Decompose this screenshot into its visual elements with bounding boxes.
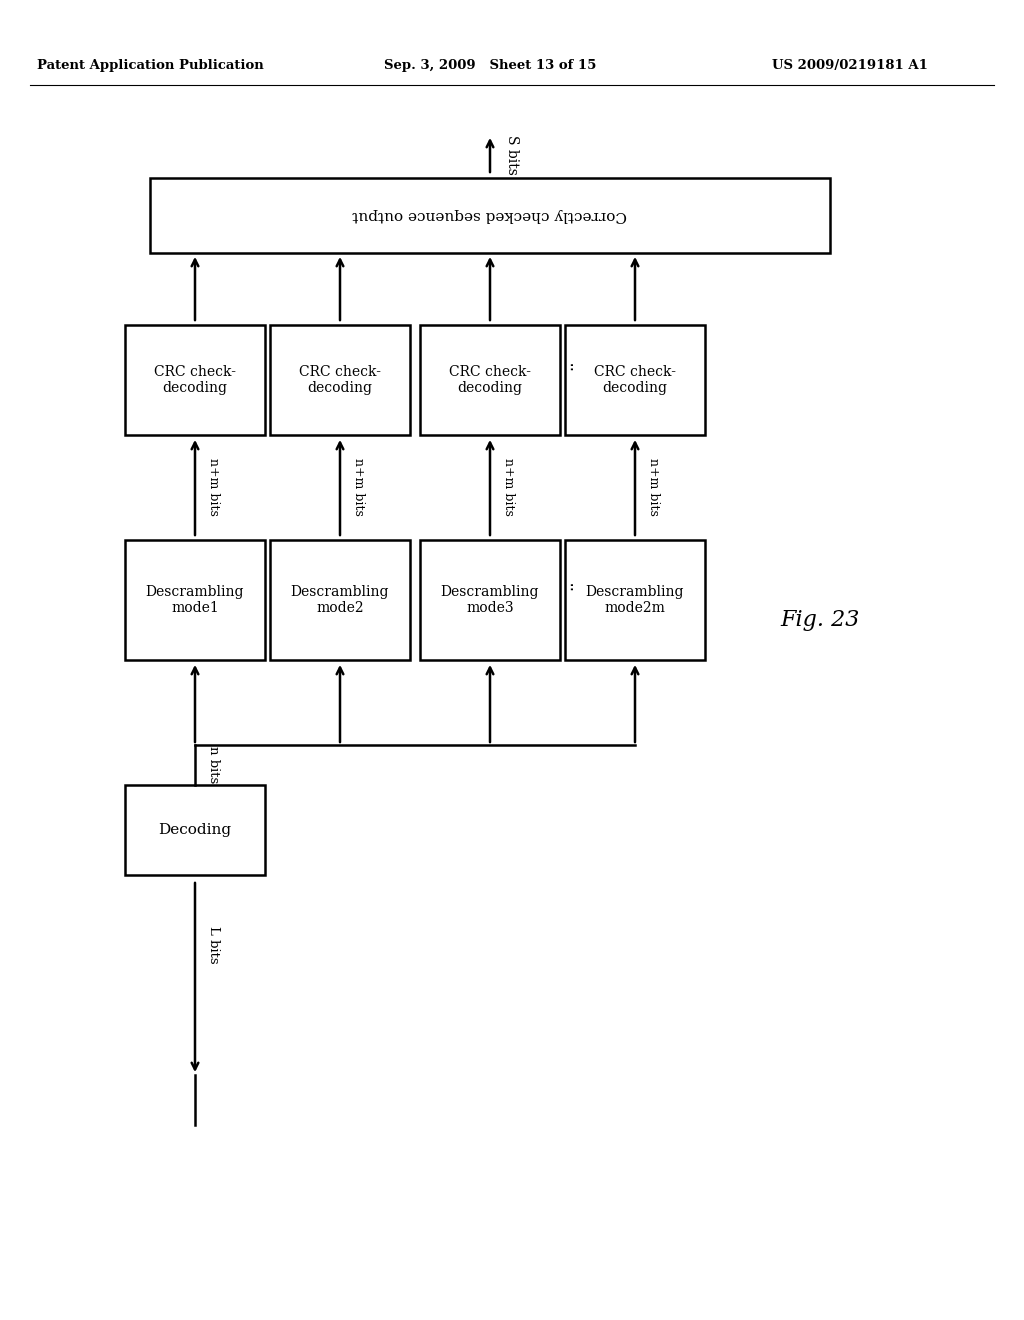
Text: CRC check-
decoding: CRC check- decoding bbox=[594, 364, 676, 395]
Text: S bits: S bits bbox=[505, 135, 519, 176]
Bar bbox=[125, 540, 265, 660]
Text: ..: .. bbox=[558, 360, 575, 370]
Text: Descrambling
mode3: Descrambling mode3 bbox=[440, 585, 540, 615]
Bar bbox=[270, 540, 410, 660]
Text: Descrambling
mode2: Descrambling mode2 bbox=[291, 585, 389, 615]
Text: n bits: n bits bbox=[207, 746, 220, 784]
Bar bbox=[565, 325, 705, 436]
Text: CRC check-
decoding: CRC check- decoding bbox=[154, 364, 236, 395]
Bar bbox=[125, 325, 265, 436]
Text: L bits: L bits bbox=[207, 927, 220, 964]
Bar bbox=[125, 785, 265, 875]
Bar bbox=[150, 177, 830, 252]
Text: CRC check-
decoding: CRC check- decoding bbox=[449, 364, 531, 395]
Text: Descrambling
mode1: Descrambling mode1 bbox=[145, 585, 245, 615]
Text: CRC check-
decoding: CRC check- decoding bbox=[299, 364, 381, 395]
Bar bbox=[420, 540, 560, 660]
Text: Sep. 3, 2009   Sheet 13 of 15: Sep. 3, 2009 Sheet 13 of 15 bbox=[384, 58, 596, 71]
Text: n+m bits: n+m bits bbox=[352, 458, 365, 516]
Text: Decoding: Decoding bbox=[159, 822, 231, 837]
Text: Fig. 23: Fig. 23 bbox=[780, 609, 860, 631]
Text: n+m bits: n+m bits bbox=[207, 458, 220, 516]
Text: ..: .. bbox=[558, 579, 575, 590]
Text: Patent Application Publication: Patent Application Publication bbox=[37, 58, 263, 71]
Text: n+m bits: n+m bits bbox=[502, 458, 515, 516]
Bar bbox=[420, 325, 560, 436]
Text: Descrambling
mode2m: Descrambling mode2m bbox=[586, 585, 684, 615]
Text: Correctly checked sequence output: Correctly checked sequence output bbox=[352, 209, 628, 222]
Text: n+m bits: n+m bits bbox=[647, 458, 660, 516]
Bar bbox=[270, 325, 410, 436]
Text: US 2009/0219181 A1: US 2009/0219181 A1 bbox=[772, 58, 928, 71]
Bar bbox=[565, 540, 705, 660]
